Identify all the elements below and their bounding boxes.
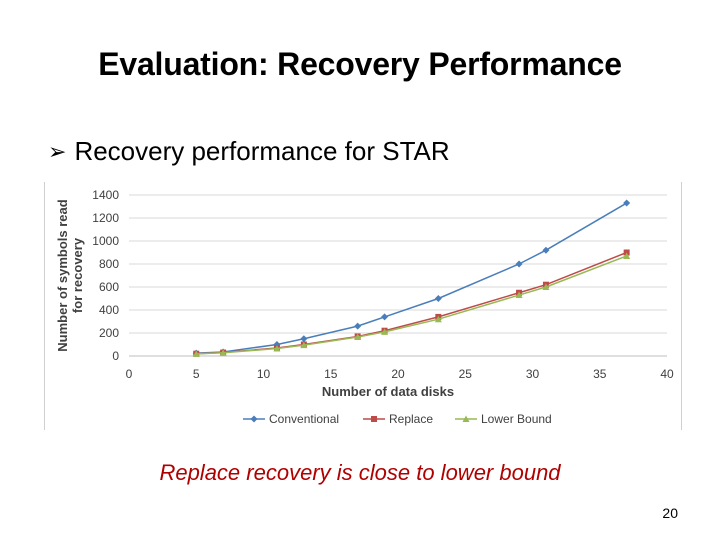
slide-caption: Replace recovery is close to lower bound: [159, 460, 561, 485]
data-point: [515, 260, 523, 268]
data-point: [300, 341, 308, 349]
arrow-bullet-icon: ➢: [48, 138, 67, 164]
data-point: [623, 252, 631, 259]
y-tick-label: 0: [112, 349, 119, 363]
y-tick-label: 1000: [92, 234, 119, 248]
y-tick-label: 1200: [92, 211, 119, 225]
bullet-point: ➢ Recovery performance for STAR: [48, 136, 450, 167]
x-tick-label: 10: [257, 367, 271, 381]
series-line-replace: [196, 251, 627, 355]
data-point: [434, 295, 442, 302]
legend-marker: [462, 415, 470, 422]
legend-label: Lower Bound: [481, 412, 552, 426]
data-point: [219, 349, 227, 356]
data-point: [434, 315, 442, 323]
x-tick-label: 5: [193, 367, 200, 381]
x-tick-label: 25: [459, 367, 473, 381]
data-point: [381, 313, 389, 321]
series-line-conventional: [196, 202, 628, 354]
y-tick-label: 1400: [92, 188, 119, 202]
y-axis-label: for recovery: [70, 237, 85, 313]
chart-svg: 0 200 400 600 800 1000 1200 1400 0 5 10 15 20 25 30 35 4…: [55, 188, 674, 426]
data-point: [300, 335, 308, 343]
data-point: [542, 246, 550, 254]
recovery-chart: 0 200 400 600 800 1000 1200 1400 0 5 10 15 20 25 30 35 4…: [44, 182, 682, 430]
data-point: [273, 345, 281, 352]
series-line-lower-bound: [196, 255, 627, 355]
y-tick-label: 200: [99, 326, 119, 340]
data-point: [542, 283, 550, 290]
legend-label: Replace: [389, 412, 433, 426]
x-tick-label: 35: [593, 367, 607, 381]
y-tick-label: 800: [99, 257, 119, 271]
legend-label: Conventional: [269, 412, 339, 426]
x-tick-label: 0: [126, 367, 133, 381]
data-point: [354, 322, 362, 330]
y-axis-label: Number of symbols read: [55, 199, 70, 351]
data-point: [354, 333, 362, 341]
page-number: 20: [662, 505, 678, 521]
data-point: [381, 328, 389, 335]
y-tick-label: 600: [99, 280, 119, 294]
data-point: [515, 291, 523, 299]
y-tick-label: 400: [99, 303, 119, 317]
slide-title: Evaluation: Recovery Performance: [98, 46, 622, 82]
x-tick-label: 20: [391, 367, 405, 381]
legend-marker: [250, 415, 258, 423]
data-point: [192, 350, 200, 357]
x-tick-label: 30: [526, 367, 540, 381]
x-axis-label: Number of data disks: [322, 384, 454, 399]
data-point: [623, 199, 631, 207]
x-tick-label: 15: [324, 367, 338, 381]
bullet-text: Recovery performance for STAR: [74, 136, 450, 166]
x-tick-label: 40: [660, 367, 674, 381]
legend-marker: [371, 416, 377, 422]
